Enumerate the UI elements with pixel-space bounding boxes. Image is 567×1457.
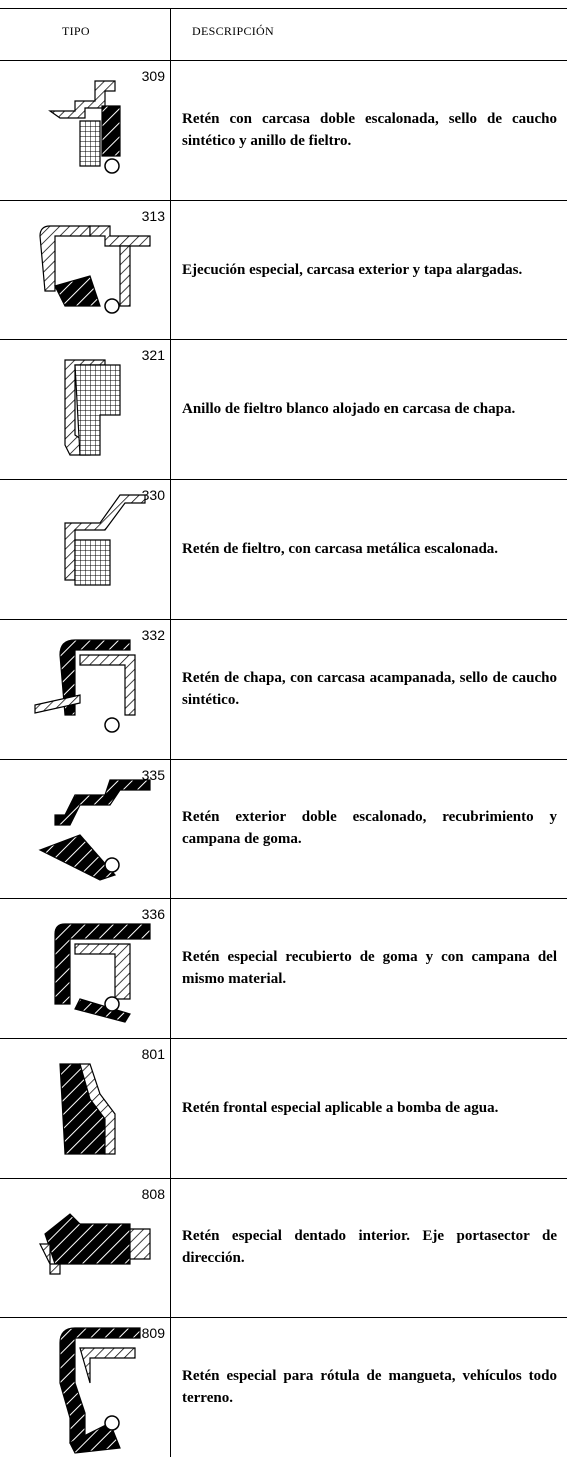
spring [104,856,120,873]
column-header: TIPO [62,24,90,38]
type-number: 332 [141,626,165,643]
spring [104,717,120,733]
seal-part [59,1327,141,1444]
spring [104,1415,120,1432]
seal-part [59,639,131,716]
rule [0,479,567,481]
seal-part [54,274,101,307]
rule [0,618,567,620]
rule [0,1037,567,1039]
spring [104,158,120,174]
rule [0,1317,567,1319]
seal-part [48,80,116,119]
description: Retén frontal especial aplicable a bomba… [182,1099,499,1116]
type-number: 321 [141,347,165,364]
type-number: 801 [141,1045,165,1062]
spring [104,996,120,1012]
description: Anillo de fieltro blanco alojado en carc… [182,401,516,418]
seal-part [54,778,151,826]
seal-drawing [39,1212,151,1275]
spring [104,297,120,314]
seal-part [129,1227,151,1260]
seal-part [74,943,131,1000]
seal-part [74,539,111,586]
description: Retén especial recubierto de goma y con … [182,949,557,988]
type-number: 330 [141,487,165,504]
seal-part [74,998,131,1023]
rule [0,339,567,341]
description: Retén de chapa, con carcasa acampanada, … [182,669,557,708]
seal-drawing [59,1063,116,1155]
seal-drawing [59,1327,141,1454]
type-number: 808 [141,1185,165,1202]
seal-drawing [34,639,136,733]
description: Retén exterior doble escalonado, recubri… [182,809,557,848]
seal-part [79,654,136,716]
description: Retén especial para rótula de mangueta, … [182,1368,557,1407]
seal-part [44,1212,131,1265]
seal-part [79,1063,116,1155]
seal-part [39,1242,61,1275]
seal-part [79,120,101,167]
seal-part [119,245,131,307]
seal-part [34,694,81,714]
seal-part [89,225,151,247]
column-header: DESCRIPCIÓN [192,24,274,38]
seal-drawing [38,778,151,881]
type-number: 335 [141,766,165,783]
rule [0,199,567,201]
description: Retén de fieltro, con carcasa metálica e… [182,540,499,557]
seal-part [69,1422,121,1454]
seal-part [39,225,91,292]
description: Retén especial dentado interior. Eje por… [182,1228,557,1267]
seal-drawing [54,923,151,1023]
description: Ejecución especial, carcasa exterior y t… [182,261,523,278]
rule [0,758,567,760]
seal-drawing [39,225,151,314]
type-number: 809 [141,1325,165,1342]
type-number: 336 [141,906,165,923]
seal-part [64,494,146,581]
rule [0,60,567,61]
seal-part [54,923,151,1005]
column-rule [170,8,171,1457]
type-number: 309 [141,68,165,84]
seal-drawing [64,359,121,456]
seal-part [74,364,121,456]
rule [0,8,567,9]
rule [0,898,567,900]
seal-part [79,1347,136,1384]
description: Retén con carcasa doble escalonada, sell… [182,110,557,149]
seal-part [38,833,117,881]
seal-drawing [64,494,146,586]
rule [0,1177,567,1179]
seal-drawing [48,80,121,174]
type-number: 313 [141,207,165,224]
seal-part [101,105,121,157]
